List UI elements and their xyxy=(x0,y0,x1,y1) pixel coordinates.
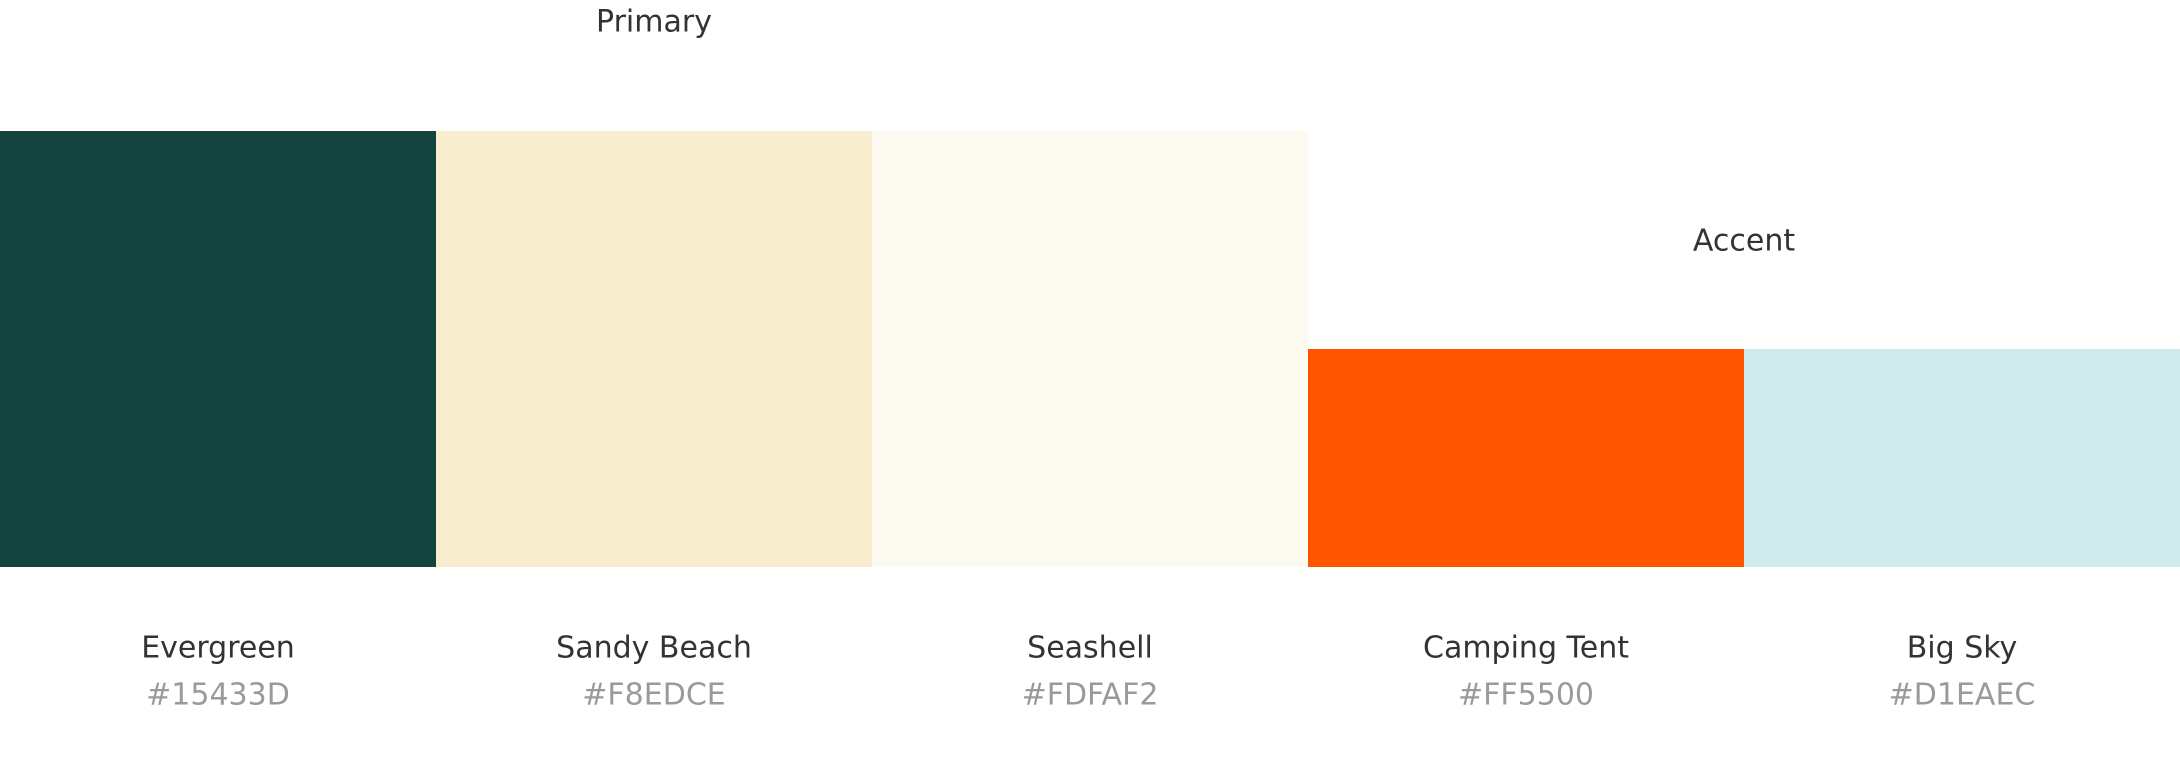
color-swatch xyxy=(872,131,1308,567)
swatch-name: Evergreen xyxy=(141,630,295,666)
swatch-name: Sandy Beach xyxy=(556,630,752,666)
swatch-hex: #15433D xyxy=(146,677,290,713)
color-swatch xyxy=(1308,349,1744,567)
swatch-hex: #FDFAF2 xyxy=(1021,677,1159,713)
group-label: Accent xyxy=(1692,223,1796,259)
swatch-name: Seashell xyxy=(1027,630,1153,666)
color-swatch xyxy=(0,131,436,567)
swatch-hex: #FF5500 xyxy=(1458,677,1594,713)
swatch-name: Big Sky xyxy=(1906,630,2018,666)
swatch-name: Camping Tent xyxy=(1423,630,1629,666)
group-label: Primary xyxy=(596,4,712,40)
swatch-hex: #F8EDCE xyxy=(582,677,726,713)
color-swatch xyxy=(1744,349,2180,567)
color-swatch xyxy=(436,131,872,567)
swatch-hex: #D1EAEC xyxy=(1888,677,2036,713)
